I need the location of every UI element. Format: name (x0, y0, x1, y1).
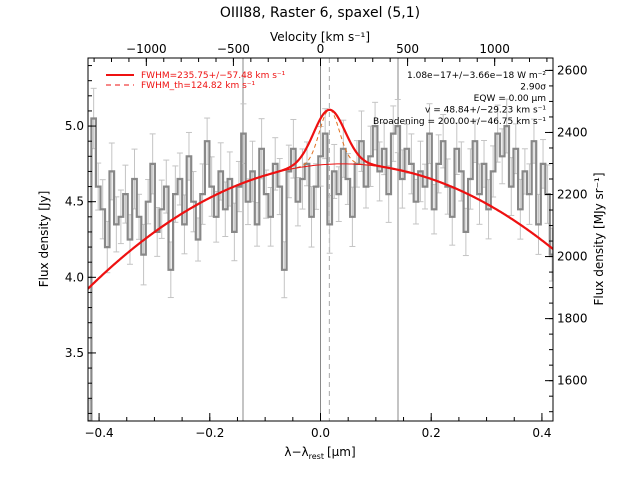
legend: FWHM=235.75+/−57.48 km s⁻¹FWHM_th=124.82… (106, 71, 286, 91)
y-tick-label: 3.5 (65, 346, 84, 360)
plot-area (88, 58, 553, 421)
x-tick-label: −0.2 (195, 426, 224, 440)
right-y-tick-label: 2600 (557, 63, 588, 77)
x-axis-label-main: λ−λ (284, 445, 308, 459)
fit-annotation-text: 2.90σ (520, 83, 546, 93)
axes-group: −0.4 −0.2 0.0 0.2 0.4 3.5 4.0 4.5 5.0 1600 1800 200… (65, 42, 588, 440)
right-y-tick-label: 2000 (557, 250, 588, 264)
fit-annotation-text: EQW = 0.00 μm (474, 94, 546, 104)
fit-annotation-text: v = 48.84+/−29.23 km s⁻¹ (425, 106, 546, 116)
fit-model-curve (88, 108, 553, 290)
top-tick-label: −1000 (126, 42, 167, 56)
right-y-tick-label: 2200 (557, 188, 588, 202)
fit-annotation-text: 1.08e−17+/−3.66e−18 W m⁻² (407, 71, 546, 81)
x-axis-label-subscript: rest (309, 452, 324, 461)
top-tick-label: 1000 (479, 42, 510, 56)
top-axis-label: Velocity [km s⁻¹] (270, 30, 370, 44)
x-axis-label-unit: [μm] (327, 445, 356, 459)
y-axis-label-left: Flux density [Jy] (37, 191, 51, 288)
legend-entry-label: FWHM=235.75+/−57.48 km s⁻¹ (141, 71, 286, 81)
chart-title: OIII88, Raster 6, spaxel (5,1) (220, 5, 420, 21)
continuum-curve (264, 163, 410, 176)
fit-annotation-text: Broadening = 200.00+/−46.75 km s⁻¹ (373, 117, 546, 127)
x-tick-label: 0.0 (311, 426, 330, 440)
spectrum-data-line (88, 117, 553, 421)
top-tick-label: −500 (217, 42, 250, 56)
x-tick-label: 0.2 (422, 426, 441, 440)
right-y-tick-label: 1600 (557, 374, 588, 388)
y-axis-label-right: Flux density [MJy sr⁻¹] (592, 172, 606, 305)
right-y-tick-label: 2400 (557, 125, 588, 139)
y-tick-label: 4.0 (65, 270, 84, 284)
y-tick-label: 4.5 (65, 195, 84, 209)
top-tick-label: 0 (317, 42, 325, 56)
x-axis-label: λ−λrest [μm] (284, 445, 355, 461)
y-tick-label: 5.0 (65, 119, 84, 133)
right-y-tick-label: 1800 (557, 312, 588, 326)
top-tick-label: 500 (396, 42, 419, 56)
legend-entry-label: FWHM_th=124.82 km s⁻¹ (141, 81, 256, 91)
x-tick-label: −0.4 (85, 426, 114, 440)
x-tick-label: 0.4 (532, 426, 551, 440)
